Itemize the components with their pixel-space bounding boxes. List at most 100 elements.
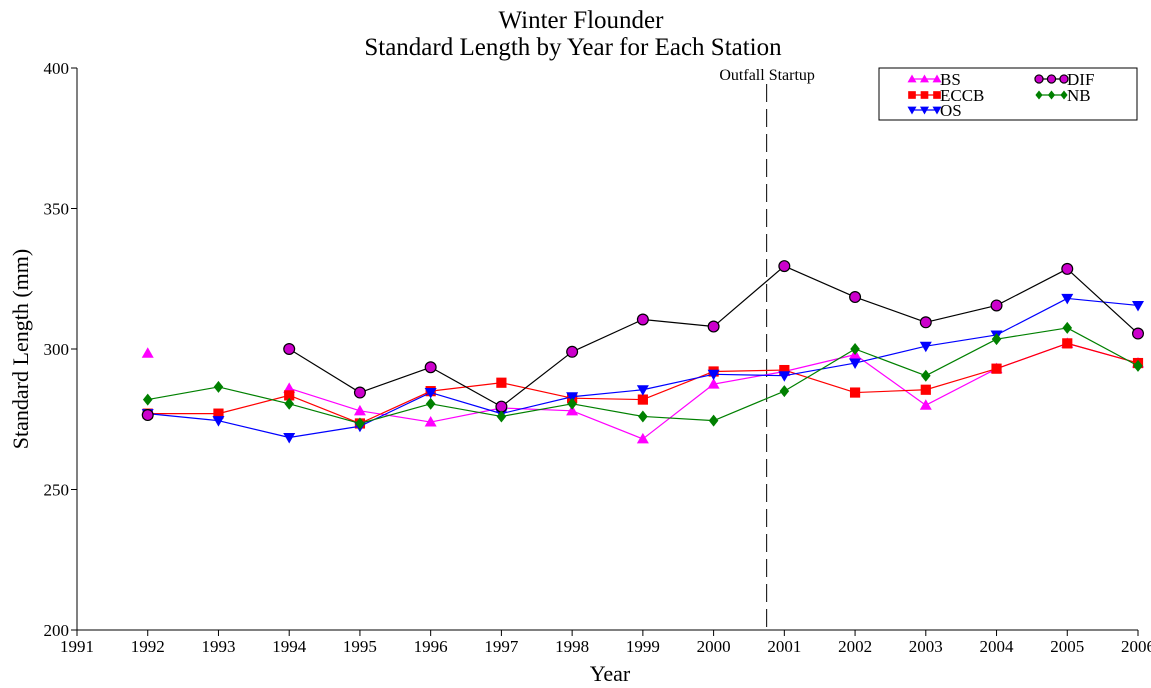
- data-point: [1062, 338, 1073, 349]
- data-point: [141, 409, 154, 422]
- x-tick-label: 1999: [626, 637, 660, 656]
- series-segment: [1066, 268, 1139, 334]
- data-point: [496, 410, 507, 423]
- legend-marker: [1046, 74, 1057, 84]
- y-tick-label: 350: [44, 200, 70, 219]
- legend-item-os: OS: [907, 101, 962, 120]
- series-segment: [359, 392, 431, 427]
- legend-marker: [920, 74, 929, 83]
- legend-marker: [908, 91, 916, 99]
- data-point: [636, 313, 649, 326]
- x-tick-label: 2006: [1121, 637, 1151, 656]
- data-point: [637, 394, 648, 405]
- series-segment: [784, 348, 856, 392]
- data-point: [142, 393, 153, 406]
- series-segment: [925, 334, 997, 347]
- series-segment: [925, 304, 997, 323]
- legend-marker: [920, 91, 929, 99]
- legend-label: ECCB: [940, 86, 984, 105]
- data-point: [990, 299, 1003, 312]
- x-tick-label: 1996: [414, 637, 448, 656]
- series-segment: [572, 403, 643, 418]
- legend-item-eccb: ECCB: [908, 86, 984, 105]
- series-segment: [642, 415, 714, 422]
- legend-item-bs: BS: [907, 70, 961, 89]
- series-segment: [218, 386, 290, 405]
- legend-marker: [907, 106, 917, 115]
- series-segment: [288, 348, 361, 394]
- series-segment: [925, 368, 997, 406]
- series-segment: [218, 394, 290, 415]
- data-point: [495, 400, 508, 413]
- data-point: [283, 433, 296, 444]
- series-segment: [430, 391, 502, 415]
- data-point: [849, 291, 862, 304]
- legend-label: NB: [1067, 86, 1091, 105]
- data-point: [284, 397, 294, 410]
- x-tick-label: 1997: [484, 637, 519, 656]
- series-segment: [996, 297, 1068, 336]
- data-point: [496, 377, 507, 388]
- series-segment: [925, 338, 997, 377]
- x-tick-label: 1995: [343, 637, 377, 656]
- x-tick-label: 2004: [980, 637, 1015, 656]
- series-segment: [854, 296, 927, 323]
- series-segment: [784, 265, 856, 298]
- annotation-layer: Outfall Startup: [719, 67, 815, 630]
- legend-marker: [920, 106, 929, 115]
- series-segment: [359, 410, 431, 423]
- series-segment: [572, 389, 643, 398]
- data-point: [141, 347, 154, 358]
- series-segment: [501, 396, 573, 415]
- series-segment: [359, 390, 431, 425]
- y-axis-label: Standard Length (mm): [8, 249, 33, 449]
- x-tick-label: 2005: [1050, 637, 1084, 656]
- series-segment: [713, 373, 785, 377]
- data-point: [1133, 359, 1143, 372]
- data-point: [919, 399, 932, 410]
- series-layer: [141, 260, 1144, 444]
- x-tick-label: 2001: [767, 637, 801, 656]
- series-segment: [571, 410, 644, 440]
- series-segment: [854, 354, 927, 406]
- outfall-startup-label: Outfall Startup: [719, 67, 815, 84]
- series-segment: [501, 382, 573, 399]
- data-point: [567, 397, 577, 410]
- series-segment: [996, 327, 1068, 340]
- legend-marker: [907, 74, 917, 83]
- data-point: [919, 341, 932, 353]
- series-nb: [142, 321, 1143, 430]
- series-segment: [855, 389, 926, 394]
- data-point: [636, 432, 649, 444]
- series-segment: [572, 397, 643, 401]
- data-point: [424, 416, 437, 427]
- data-point: [1131, 327, 1144, 340]
- series-segment: [359, 403, 431, 425]
- data-point: [779, 385, 790, 398]
- x-tick-label: 2003: [909, 637, 943, 656]
- legend-item-dif: DIF: [1034, 70, 1094, 89]
- series-segment: [642, 383, 714, 440]
- legend-item-nb: NB: [1035, 86, 1091, 105]
- data-point: [778, 260, 791, 273]
- data-point: [708, 414, 719, 427]
- series-segment: [147, 413, 219, 422]
- data-point: [849, 387, 861, 398]
- data-point: [566, 404, 579, 416]
- y-tick-label: 300: [44, 340, 70, 359]
- series-segment: [854, 348, 927, 377]
- series-dif: [141, 260, 1144, 422]
- series-segment: [501, 351, 573, 408]
- series-segment: [571, 318, 644, 353]
- data-point: [849, 358, 862, 370]
- x-tick-label: 2002: [838, 637, 872, 656]
- data-point: [213, 408, 224, 419]
- data-point: [638, 410, 648, 423]
- x-axis-label: Year: [590, 661, 631, 686]
- series-segment: [713, 370, 785, 385]
- series-segment: [288, 394, 361, 425]
- data-point: [566, 345, 579, 358]
- series-segment: [854, 345, 926, 364]
- legend-marker: [1059, 74, 1069, 84]
- data-point: [353, 404, 366, 416]
